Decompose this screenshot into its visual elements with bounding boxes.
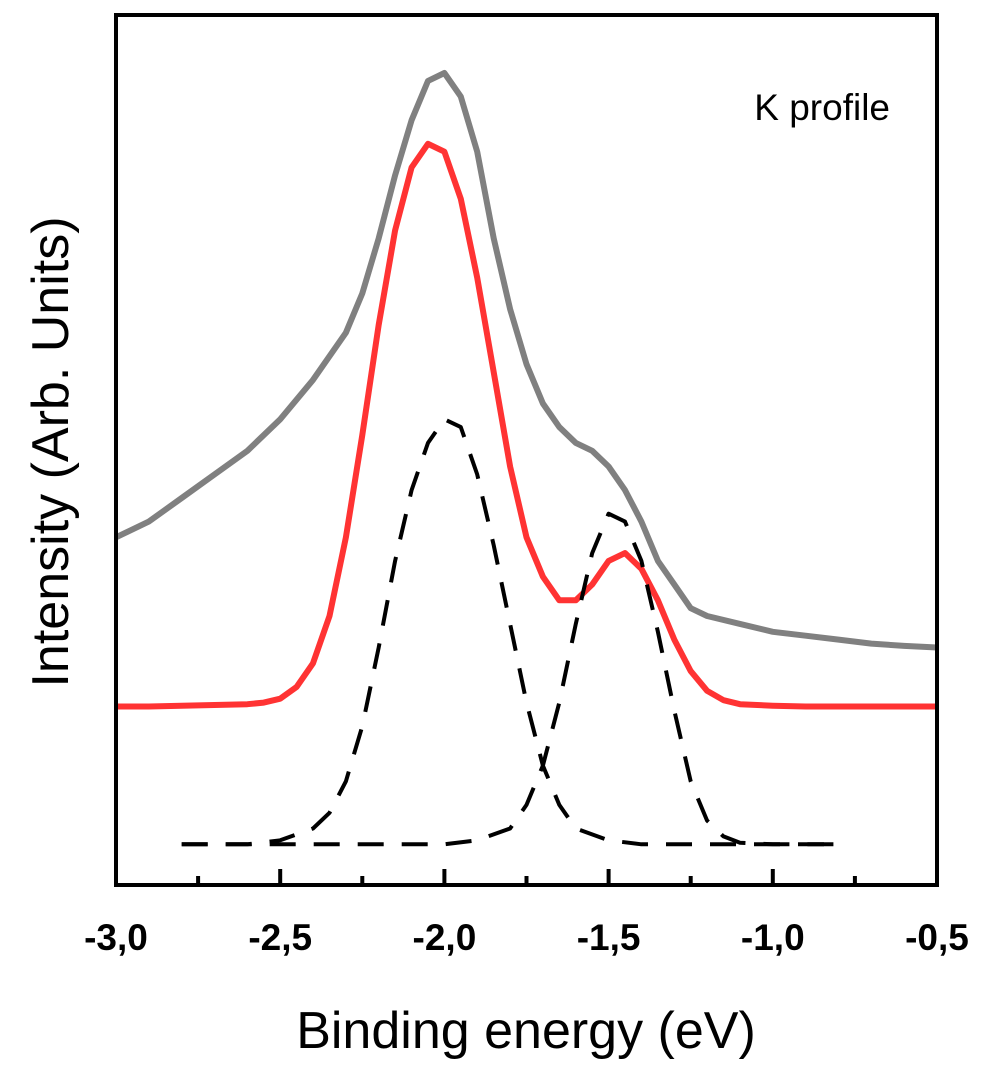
x-tick-label: -1,5 xyxy=(577,917,641,958)
measured-spectrum-line xyxy=(114,70,938,651)
y-axis-title: Intensity (Arb. Units) xyxy=(22,216,80,687)
x-tick-label: -3,0 xyxy=(84,917,148,958)
plot-frame xyxy=(114,13,939,887)
x-axis-title: Binding energy (eV) xyxy=(296,1002,756,1060)
total-fit-line xyxy=(116,140,937,710)
fit-component-2-line xyxy=(181,511,839,847)
annotation-label: K profile xyxy=(754,87,890,128)
fit-component-1-line xyxy=(181,417,839,847)
x-tick-label: -0,5 xyxy=(905,917,969,958)
x-tick-label: -2,5 xyxy=(248,917,312,958)
x-ticks: -3,0 -2,5 -2,0 -1,5 -1,0 -0,5 xyxy=(84,869,969,958)
x-tick-label: -1,0 xyxy=(741,917,805,958)
series-layer xyxy=(114,70,938,847)
x-tick-label: -2,0 xyxy=(413,917,477,958)
